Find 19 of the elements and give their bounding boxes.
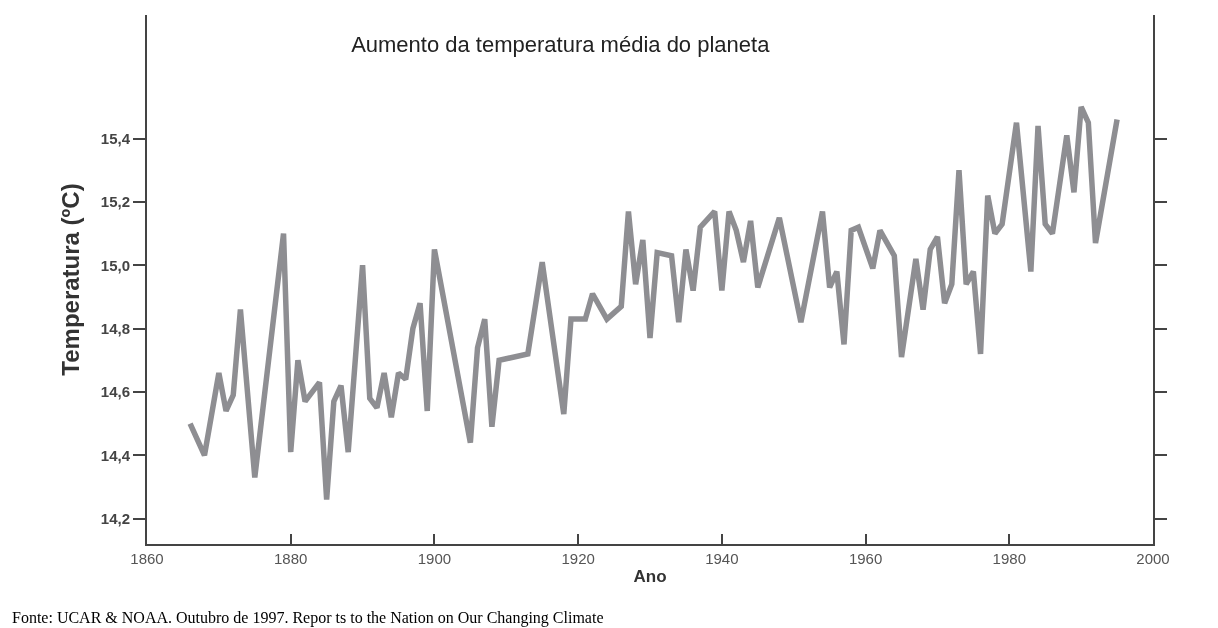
y-tick-label: 15,0 <box>100 256 130 274</box>
x-tick-label: 1940 <box>705 550 739 567</box>
x-tick-label: 1900 <box>417 550 452 567</box>
x-tick-label: 1880 <box>274 550 308 567</box>
x-tick-label: 1960 <box>848 550 883 567</box>
x-axis-title: Ano <box>633 566 667 586</box>
text: Aumento da temperatura média do planeta <box>351 31 771 57</box>
y-tick-label: 15,4 <box>100 129 131 147</box>
y-tick-label: 14,6 <box>100 383 130 401</box>
y-axis-title: Temperatura (ºC) <box>57 183 85 376</box>
source-note: Fonte: UCAR & NOAA. Outubro de 1997. Repor ts to the Nation on Our Changing Climate <box>12 609 604 627</box>
y-tick-label: 14,2 <box>100 509 130 527</box>
x-tick-label: 2000 <box>1136 550 1170 567</box>
x-tick-label: 1860 <box>130 550 164 567</box>
y-tick-label: 14,8 <box>100 319 130 337</box>
y-tick-label: 14,4 <box>100 446 131 464</box>
y-tick-label: 15,2 <box>100 193 130 211</box>
x-tick-label: 1920 <box>561 550 595 567</box>
x-tick-label: 1980 <box>992 550 1026 567</box>
